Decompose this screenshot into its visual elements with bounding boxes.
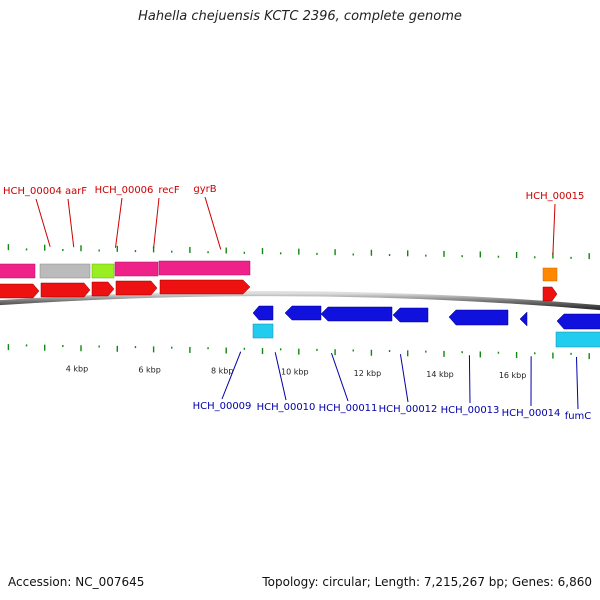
scale-label: 6 kbp <box>138 365 160 374</box>
accession-text: Accession: NC_007645 <box>8 575 145 589</box>
forward-cds-track <box>0 279 558 302</box>
cds-feature[interactable] <box>284 305 322 321</box>
label-leader <box>274 352 287 401</box>
feature-label[interactable]: HCH_00014 <box>502 408 561 419</box>
label-leader <box>153 197 160 249</box>
gene-feature[interactable] <box>555 331 600 348</box>
label-leader <box>204 196 222 250</box>
forward-labels: HCH_00004 aarF HCH_00006 recF gyrB HCH_00015 <box>3 184 584 255</box>
scale-ticks <box>7 244 590 360</box>
cds-feature[interactable] <box>320 306 393 322</box>
cds-feature[interactable] <box>556 313 600 330</box>
feature-label[interactable]: fumC <box>565 411 592 422</box>
label-leader <box>552 203 556 255</box>
feature-label[interactable]: HCH_00015 <box>526 191 585 202</box>
feature-label[interactable]: HCH_00004 <box>3 186 62 197</box>
cds-feature[interactable] <box>115 280 158 296</box>
cds-feature[interactable] <box>392 307 429 323</box>
feature-label[interactable]: HCH_00009 <box>193 401 252 412</box>
feature-label[interactable]: HCH_00011 <box>319 403 378 414</box>
scale-label: 16 kbp <box>499 371 527 380</box>
label-leader <box>67 198 75 248</box>
label-leader <box>330 352 349 402</box>
feature-label[interactable]: recF <box>158 185 180 196</box>
gene-feature[interactable] <box>91 263 115 279</box>
reverse-labels: HCH_00009 HCH_00010 HCH_00011 HCH_00012 HCH_… <box>193 351 592 422</box>
gene-feature[interactable] <box>0 263 36 279</box>
reverse-cds-track <box>252 305 600 330</box>
feature-label[interactable]: HCH_00006 <box>95 185 154 196</box>
cds-feature[interactable] <box>91 281 115 297</box>
cds-feature[interactable] <box>0 283 40 299</box>
forward-gene-track <box>0 260 558 282</box>
label-leader <box>221 351 242 400</box>
scale-label: 14 kbp <box>426 370 454 379</box>
scale-label: 12 kbp <box>354 369 382 378</box>
cds-feature[interactable] <box>542 286 558 302</box>
reverse-gene-track <box>252 323 600 348</box>
feature-label[interactable]: aarF <box>65 186 87 197</box>
gene-feature[interactable] <box>158 260 251 276</box>
cds-feature[interactable] <box>519 311 528 327</box>
label-leader <box>468 355 471 404</box>
genome-backbone <box>0 291 600 311</box>
cds-feature[interactable] <box>40 282 91 298</box>
scale-labels: 4 kbp 6 kbp 8 kbp 10 kbp 12 kbp 14 kbp 16 kbp <box>66 364 527 380</box>
scale-label: 8 kbp <box>211 367 233 376</box>
label-leader <box>399 354 409 403</box>
gene-feature[interactable] <box>252 323 274 339</box>
feature-label[interactable]: HCH_00013 <box>441 405 500 416</box>
label-leader <box>35 198 51 247</box>
feature-label[interactable]: gyrB <box>193 184 216 195</box>
cds-feature[interactable] <box>448 309 509 326</box>
map-title: Hahella chejuensis KCTC 2396, complete g… <box>138 9 462 24</box>
genome-summary-text: Topology: circular; Length: 7,215,267 bp… <box>262 575 592 589</box>
cds-feature[interactable] <box>159 279 251 295</box>
scale-label: 10 kbp <box>281 368 309 377</box>
gene-feature[interactable] <box>114 261 159 277</box>
feature-label[interactable]: HCH_00012 <box>379 404 438 415</box>
gene-feature[interactable] <box>542 267 558 282</box>
label-leader <box>114 197 123 248</box>
scale-label: 4 kbp <box>66 364 88 373</box>
gene-feature[interactable] <box>39 263 91 279</box>
label-leader <box>575 356 579 410</box>
feature-label[interactable]: HCH_00010 <box>257 402 316 413</box>
cds-feature[interactable] <box>252 305 274 321</box>
